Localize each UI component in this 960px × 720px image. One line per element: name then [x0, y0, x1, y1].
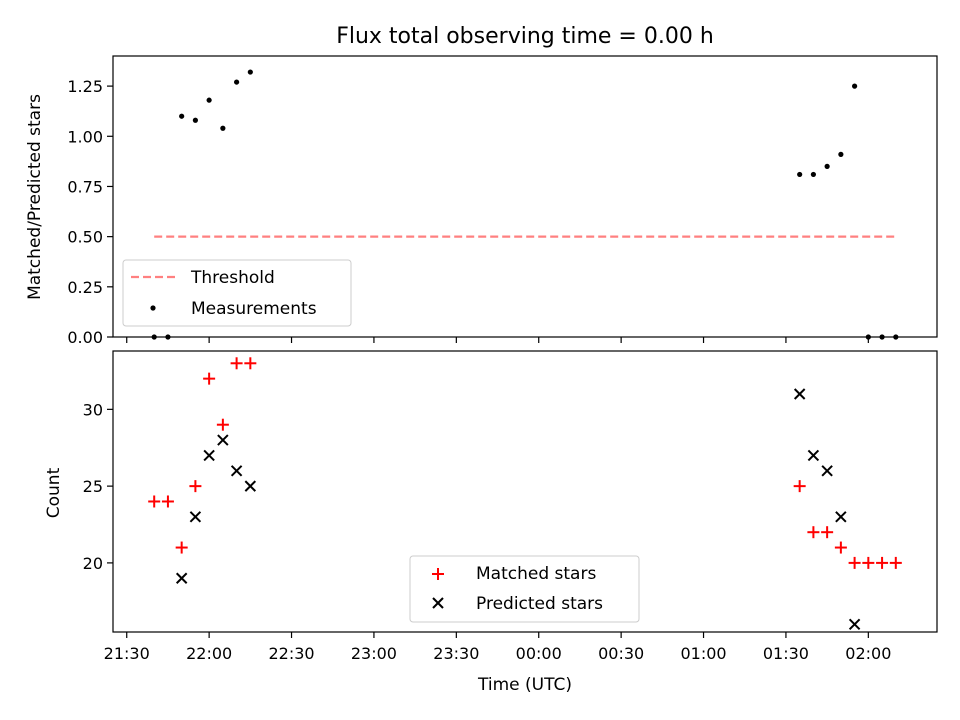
legend-matched-label: Matched stars [476, 564, 596, 584]
predicted-star-point [175, 572, 188, 584]
top-ytick-label: 1.25 [67, 77, 103, 96]
top-panel: 0.00 0.25 0.50 0.75 1.00 1.25 [67, 55, 938, 347]
matched-star-point [175, 541, 188, 554]
top-legend-box [122, 259, 352, 327]
measurement-point [810, 171, 817, 178]
x-tick-label: 02:00 [845, 644, 891, 663]
top-chart-title: Flux total observing time = 0.00 h [336, 24, 714, 49]
matched-star-point [203, 372, 216, 385]
measurement-point [206, 97, 212, 103]
x-tick-label: 22:00 [186, 644, 232, 663]
legend-measurements-swatch [150, 305, 156, 311]
x-tick-label: 01:00 [680, 644, 726, 663]
x-tick-label: 00:30 [598, 644, 644, 663]
predicted-star-stroke [217, 434, 229, 446]
top-plot-frame [112, 55, 938, 338]
top-y-axis-label: Matched/Predicted stars [25, 94, 45, 300]
bottom-legend: Matched stars Predicted stars [409, 555, 640, 623]
matched-star-point [889, 556, 902, 569]
predicted-star-stroke [244, 480, 257, 492]
measurement-point [247, 69, 253, 75]
predicted-star-point [793, 388, 806, 400]
predicted-star-stroke [807, 449, 820, 462]
measurement-point [192, 117, 198, 123]
predicted-star-point [189, 511, 202, 523]
predicted-star-point [807, 449, 820, 462]
matched-star-point [189, 480, 202, 493]
matched-star-point [876, 556, 889, 569]
top-ytick-label: 0.75 [67, 177, 103, 196]
legend-matched-swatch [432, 568, 444, 580]
predicted-star-stroke [793, 388, 806, 400]
matched-star-point [821, 526, 834, 539]
matched-star-point [148, 495, 161, 508]
matched-star-point [216, 418, 229, 431]
predicted-star-stroke [848, 618, 861, 631]
predicted-star-point [203, 449, 215, 462]
legend-threshold-label: Threshold [190, 268, 275, 288]
matched-star-point [862, 556, 875, 569]
predicted-star-stroke [230, 465, 243, 477]
x-tick-label: 22:30 [268, 644, 314, 663]
bottom-panel: 20 25 30 21:30 22:00 22:30 23:00 23:30 00:00 00:3… [83, 350, 938, 663]
predicted-star-point [835, 511, 847, 523]
predicted-star-stroke [175, 572, 188, 584]
top-ytick-label: 0.50 [67, 228, 103, 247]
x-tick-label: 01:30 [763, 644, 809, 663]
bottom-plot-frame [112, 350, 938, 633]
predicted-star-stroke [203, 449, 215, 462]
legend-measurements-label: Measurements [191, 299, 317, 319]
x-tick-label: 23:00 [351, 644, 397, 663]
matched-star-point [161, 495, 174, 508]
bottom-legend-box [409, 555, 640, 623]
predicted-star-stroke [189, 511, 202, 523]
predicted-star-stroke [835, 511, 847, 523]
top-ytick-label: 1.00 [67, 127, 103, 146]
x-tick-label: 00:00 [516, 644, 562, 663]
measurement-point [852, 83, 858, 89]
predicted-star-point [848, 618, 861, 631]
predicted-star-point [217, 434, 229, 446]
legend-predicted-label: Predicted stars [476, 594, 603, 614]
bottom-ytick-label: 25 [83, 477, 103, 496]
x-axis-label: Time (UTC) [477, 675, 572, 695]
bottom-ytick-label: 20 [83, 554, 103, 573]
predicted-star-stroke [821, 465, 833, 477]
top-ytick-label: 0.25 [67, 278, 103, 297]
legend-predicted-swatch [432, 597, 444, 609]
predicted-star-point [230, 465, 243, 477]
measurement-point [179, 113, 185, 119]
bottom-y-axis-label: Count [44, 467, 64, 518]
matched-star-point [244, 357, 257, 370]
matched-star-point [834, 541, 847, 554]
measurement-point [797, 171, 803, 178]
top-ytick-label: 0.00 [67, 328, 103, 347]
x-tick-label: 23:30 [433, 644, 479, 663]
measurement-point [234, 79, 240, 85]
matched-star-point [807, 526, 820, 539]
measurement-point [838, 151, 844, 157]
measurement-point [824, 163, 830, 169]
measurement-point [220, 125, 226, 131]
matched-star-point [848, 556, 861, 569]
predicted-star-point [244, 480, 257, 492]
matched-star-point [793, 480, 806, 493]
bottom-ytick-label: 30 [83, 400, 103, 419]
top-legend: Threshold Measurements [122, 259, 352, 327]
predicted-star-point [821, 465, 833, 477]
x-tick-label: 21:30 [104, 644, 150, 663]
matched-star-point [230, 357, 243, 370]
